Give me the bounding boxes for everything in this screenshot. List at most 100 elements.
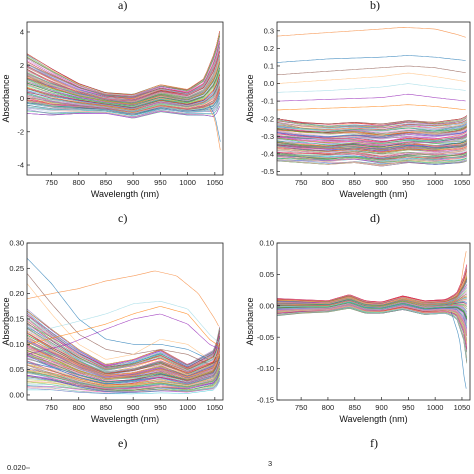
spectrum-line <box>27 36 220 97</box>
spectrum-line <box>277 276 468 304</box>
y-axis-label: Absorbance <box>1 74 11 122</box>
x-tick-label: 900 <box>375 403 388 412</box>
outlier-spectrum-line <box>277 26 466 38</box>
spectrum-line <box>277 274 468 304</box>
spectrum-line <box>277 308 468 363</box>
spectrum-line <box>277 131 467 142</box>
x-tick-label: 900 <box>127 178 140 187</box>
spectrum-line <box>277 151 467 157</box>
spectrum-line <box>277 306 468 358</box>
spectrum-line <box>277 151 467 156</box>
x-tick-label: 850 <box>100 178 113 187</box>
outlier-spectrum-line <box>27 273 219 365</box>
spectrum-line <box>27 73 220 110</box>
y-tick-label: -2 <box>17 127 24 136</box>
spectrum-line <box>277 264 468 303</box>
panel-letter-f: f) <box>370 436 378 450</box>
spectrum-line <box>277 123 467 132</box>
y-tick-label: 0.05 <box>9 365 24 374</box>
x-tick-label: 1050 <box>454 178 471 187</box>
x-tick-label: 950 <box>402 403 415 412</box>
spectrum-line <box>27 39 220 97</box>
spectrum-line <box>27 369 220 389</box>
x-tick-label: 900 <box>127 403 140 412</box>
spectrum-line <box>27 340 220 377</box>
y-tick-label: 0.00 <box>259 301 274 310</box>
y-tick-label: -0.3 <box>261 132 274 141</box>
spectrum-line <box>27 327 220 371</box>
spectrum-line <box>277 307 468 361</box>
y-tick-label: 0.15 <box>9 315 24 324</box>
spectrum-line <box>277 287 467 305</box>
spectrum-line <box>27 337 220 376</box>
y-tick-label: -0.1 <box>261 97 274 106</box>
spectrum-line <box>277 153 467 161</box>
panel-letter-e: e) <box>118 436 127 450</box>
spectrum-line <box>277 272 468 305</box>
spectrum-line <box>27 344 220 380</box>
spectrum-line <box>277 269 468 303</box>
spectrum-line <box>277 129 467 136</box>
plot-frame <box>26 242 224 401</box>
spectrum-line <box>277 133 467 144</box>
x-axis-label: Wavelength (nm) <box>91 414 159 424</box>
x-tick-label: 1000 <box>427 178 444 187</box>
spectrum-line <box>27 50 220 102</box>
spectrum-line <box>277 307 468 353</box>
spectrum-line <box>277 302 468 318</box>
partial-tick-label-left: 0.020 <box>7 463 26 472</box>
spectrum-line <box>277 268 468 304</box>
y-tick-label: -0.05 <box>257 333 274 342</box>
spectrum-line <box>277 266 468 303</box>
outlier-spectrum-line <box>27 306 219 346</box>
chart-panel-e: 750 800 850 900 950 1000 1050 0.00 0.05 0.10 0.15 0… <box>1 239 224 424</box>
spectrum-line <box>27 77 220 109</box>
x-tick-label: 1050 <box>206 178 223 187</box>
plot-frame <box>276 242 471 401</box>
spectrum-line <box>27 312 220 366</box>
spectrum-line <box>27 321 220 370</box>
series-lines <box>277 26 467 167</box>
partial-tick-label-right: 3 <box>268 459 272 468</box>
y-tick-label: 0.3 <box>264 26 274 35</box>
spectrum-line <box>277 129 467 141</box>
outlier-spectrum-line <box>27 257 219 360</box>
y-tick-label: 0.30 <box>9 239 24 248</box>
y-tick-label: -4 <box>17 161 24 170</box>
spectrum-line <box>27 368 220 388</box>
x-tick-label: 800 <box>322 178 335 187</box>
spectrum-line <box>277 269 468 303</box>
outlier-spectrum-line <box>277 72 466 84</box>
x-tick-label: 1000 <box>179 403 196 412</box>
y-tick-label: 0.00 <box>9 391 24 400</box>
series-lines <box>27 257 220 395</box>
spectrum-line <box>277 151 467 160</box>
spectrum-line <box>277 270 468 304</box>
spectrum-line <box>27 375 220 392</box>
outlier-spectrum-line <box>27 270 219 327</box>
spectrum-line <box>27 77 220 108</box>
x-tick-label: 850 <box>348 178 361 187</box>
plot-frame <box>276 21 471 176</box>
spectrum-line <box>277 307 468 360</box>
y-tick-label: 2 <box>20 61 24 70</box>
y-axis-label: Absorbance <box>245 74 255 122</box>
outlier-spectrum-line <box>209 105 221 142</box>
spectrum-line <box>27 328 220 371</box>
x-tick-label: 800 <box>322 403 335 412</box>
outlier-spectrum-line <box>27 300 219 344</box>
spectrum-line <box>277 141 467 147</box>
spectrum-line <box>27 97 220 116</box>
panel-letter-d: d) <box>370 211 380 225</box>
spectrum-line <box>277 274 468 304</box>
x-tick-label: 800 <box>72 178 85 187</box>
spectrum-line <box>27 82 220 111</box>
x-axis-label: Wavelength (nm) <box>339 189 407 199</box>
spectrum-line <box>277 264 468 304</box>
spectrum-line <box>27 74 220 110</box>
spectrum-line <box>27 44 220 102</box>
x-axis-label: Wavelength (nm) <box>339 414 407 424</box>
spectrum-line <box>277 308 468 362</box>
partial-panel-g: 0.020 <box>7 463 30 472</box>
